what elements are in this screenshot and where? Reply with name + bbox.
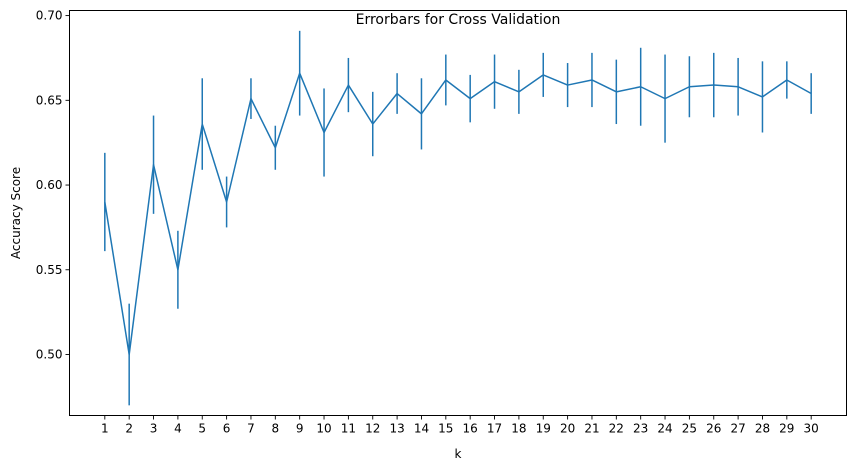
x-tick-label: 8 [271, 422, 279, 436]
x-tick-label: 2 [125, 422, 133, 436]
plot-area [104, 30, 812, 406]
y-tick-label: 0.55 [36, 263, 63, 277]
x-tick-label: 16 [463, 422, 478, 436]
x-tick-label: 13 [389, 422, 404, 436]
x-tick-label: 25 [682, 422, 697, 436]
x-tick-label: 18 [511, 422, 526, 436]
x-tick-label: 30 [804, 422, 819, 436]
x-tick-label: 21 [584, 422, 599, 436]
x-tick-label: 22 [609, 422, 624, 436]
x-tick-label: 10 [316, 422, 331, 436]
x-tick-label: 3 [150, 422, 158, 436]
x-tick-label: 29 [779, 422, 794, 436]
y-tick-label: 0.65 [36, 93, 63, 107]
x-tick-label: 11 [341, 422, 356, 436]
x-tick-label: 19 [536, 422, 551, 436]
x-tick-label: 4 [174, 422, 182, 436]
x-tick-label: 6 [223, 422, 231, 436]
x-tick-label: 20 [560, 422, 575, 436]
x-tick-label: 15 [438, 422, 453, 436]
x-tick-label: 28 [755, 422, 770, 436]
x-tick-label: 26 [706, 422, 721, 436]
x-tick-label: 1 [101, 422, 109, 436]
x-tick-label: 17 [487, 422, 502, 436]
x-tick-label: 9 [296, 422, 304, 436]
x-tick-label: 12 [365, 422, 380, 436]
y-axis-label: Accuracy Score [9, 167, 23, 259]
x-axis-label: k [455, 447, 462, 461]
x-tick-label: 5 [198, 422, 206, 436]
series-line [104, 72, 812, 356]
x-axis: 1 2 3 4 5 6 7 8 9 10 11 12 13 14 15 16 17 18 19 20 21 22 23 24 2… [101, 415, 819, 436]
x-tick-label: 14 [414, 422, 429, 436]
x-tick-label: 23 [633, 422, 648, 436]
x-tick-label: 7 [247, 422, 255, 436]
y-tick-label: 0.50 [36, 347, 63, 361]
axes-frame [69, 10, 847, 416]
y-axis: 0.50 0.55 0.60 0.65 0.70 [36, 9, 70, 361]
y-tick-label: 0.60 [36, 178, 63, 192]
x-tick-label: 24 [657, 422, 672, 436]
x-tick-label: 27 [730, 422, 745, 436]
chart-title: Errorbars for Cross Validation [356, 12, 561, 28]
y-tick-label: 0.70 [36, 9, 63, 23]
